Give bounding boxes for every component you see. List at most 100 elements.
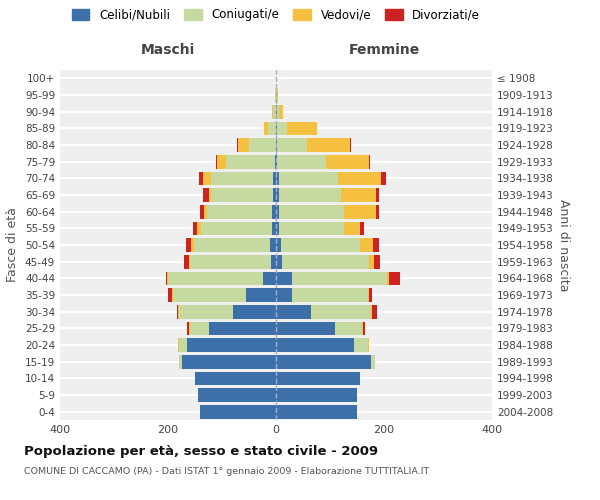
Bar xyxy=(287,122,317,135)
Bar xyxy=(382,172,386,185)
Bar xyxy=(369,255,374,268)
Bar xyxy=(276,372,360,385)
Bar xyxy=(238,138,249,152)
Bar xyxy=(193,222,197,235)
Bar xyxy=(168,288,172,302)
Bar xyxy=(376,205,379,218)
Bar xyxy=(276,322,335,335)
Bar xyxy=(179,355,182,368)
Bar xyxy=(166,272,167,285)
Bar xyxy=(207,205,272,218)
Bar xyxy=(187,322,188,335)
Bar xyxy=(272,105,274,118)
Bar xyxy=(203,188,209,202)
Bar xyxy=(190,322,209,335)
Bar xyxy=(202,222,272,235)
Bar xyxy=(272,222,276,235)
Text: COMUNE DI CACCAMO (PA) - Dati ISTAT 1° gennaio 2009 - Elaborazione TUTTITALIA.IT: COMUNE DI CACCAMO (PA) - Dati ISTAT 1° g… xyxy=(24,468,429,476)
Bar xyxy=(215,155,217,168)
Bar xyxy=(272,205,276,218)
Bar xyxy=(369,288,371,302)
Bar xyxy=(276,388,357,402)
Bar xyxy=(343,222,360,235)
Bar xyxy=(376,188,379,202)
Bar xyxy=(233,305,276,318)
Bar xyxy=(184,255,188,268)
Bar xyxy=(326,155,369,168)
Bar xyxy=(209,322,276,335)
Bar xyxy=(172,288,173,302)
Bar xyxy=(369,155,370,168)
Bar xyxy=(276,288,292,302)
Bar xyxy=(276,188,278,202)
Bar xyxy=(278,172,338,185)
Bar xyxy=(374,255,380,268)
Bar xyxy=(198,388,276,402)
Bar xyxy=(200,405,276,418)
Bar xyxy=(277,155,326,168)
Bar xyxy=(199,172,203,185)
Bar xyxy=(274,188,276,202)
Bar xyxy=(276,172,278,185)
Bar xyxy=(187,338,276,352)
Bar xyxy=(371,355,375,368)
Bar xyxy=(247,288,276,302)
Bar xyxy=(276,405,357,418)
Bar xyxy=(360,238,373,252)
Bar xyxy=(307,138,350,152)
Bar xyxy=(200,205,204,218)
Bar xyxy=(362,322,364,335)
Bar xyxy=(343,205,376,218)
Bar xyxy=(278,188,341,202)
Bar xyxy=(276,305,311,318)
Bar xyxy=(176,305,178,318)
Bar xyxy=(217,155,226,168)
Bar xyxy=(226,155,275,168)
Bar xyxy=(277,105,278,118)
Bar xyxy=(269,238,276,252)
Bar xyxy=(292,288,368,302)
Bar xyxy=(278,205,343,218)
Bar xyxy=(191,238,194,252)
Bar xyxy=(237,138,238,152)
Bar xyxy=(276,222,278,235)
Bar xyxy=(368,338,369,352)
Bar xyxy=(277,138,307,152)
Bar xyxy=(271,255,276,268)
Bar xyxy=(167,272,168,285)
Bar xyxy=(249,138,276,152)
Bar xyxy=(335,322,362,335)
Bar xyxy=(173,288,247,302)
Text: Maschi: Maschi xyxy=(141,44,195,58)
Bar xyxy=(276,155,277,168)
Bar xyxy=(276,205,278,218)
Bar xyxy=(263,272,276,285)
Bar xyxy=(387,272,389,285)
Bar xyxy=(188,255,190,268)
Text: Popolazione per età, sesso e stato civile - 2009: Popolazione per età, sesso e stato civil… xyxy=(24,445,378,458)
Bar xyxy=(354,338,368,352)
Bar xyxy=(276,338,354,352)
Bar xyxy=(275,155,276,168)
Bar xyxy=(277,88,278,102)
Bar xyxy=(364,322,365,335)
Bar xyxy=(292,272,387,285)
Bar xyxy=(178,338,179,352)
Bar xyxy=(275,88,276,102)
Bar xyxy=(278,105,283,118)
Bar xyxy=(274,105,276,118)
Bar xyxy=(182,355,276,368)
Bar xyxy=(209,188,211,202)
Bar xyxy=(276,88,277,102)
Bar xyxy=(350,138,351,152)
Legend: Celibi/Nubili, Coniugati/e, Vedovi/e, Divorziati/e: Celibi/Nubili, Coniugati/e, Vedovi/e, Di… xyxy=(72,8,480,22)
Y-axis label: Anni di nascita: Anni di nascita xyxy=(557,198,570,291)
Bar xyxy=(168,272,263,285)
Bar xyxy=(211,172,274,185)
Bar xyxy=(263,122,268,135)
Bar xyxy=(276,255,283,268)
Bar xyxy=(203,172,211,185)
Bar xyxy=(204,205,207,218)
Bar xyxy=(283,255,369,268)
Bar xyxy=(179,305,233,318)
